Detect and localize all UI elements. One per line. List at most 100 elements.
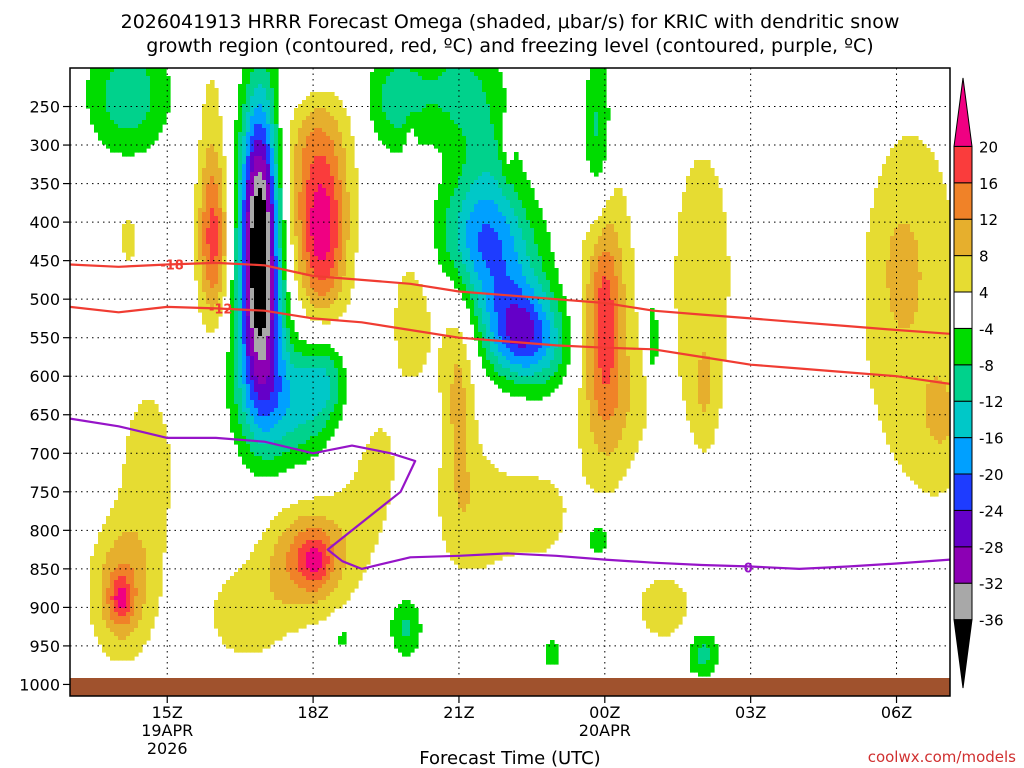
y-tick-label: 900	[29, 598, 60, 617]
omega-cell	[406, 116, 411, 133]
omega-cell	[694, 160, 699, 445]
omega-cell	[518, 228, 523, 265]
omega-cell	[414, 72, 419, 113]
omega-cell	[270, 176, 275, 205]
omega-cell	[526, 356, 531, 369]
omega-cell	[550, 252, 555, 293]
omega-cell	[306, 516, 311, 529]
omega-cell	[118, 488, 123, 537]
omega-cell	[430, 104, 435, 145]
omega-cell	[334, 200, 339, 249]
omega-cell	[614, 408, 619, 449]
omega-cell	[282, 604, 287, 637]
omega-cell	[146, 112, 151, 149]
colorbar-swatch	[953, 546, 973, 584]
omega-cell	[254, 124, 259, 141]
colorbar-swatch	[953, 327, 973, 366]
omega-cell	[446, 252, 451, 277]
omega-cell	[290, 524, 295, 545]
omega-cell	[326, 376, 331, 401]
omega-cell	[422, 108, 427, 145]
omega-cell	[266, 184, 271, 213]
omega-cell	[490, 276, 495, 333]
omega-cell	[118, 608, 123, 617]
omega-cell	[494, 68, 499, 141]
omega-cell	[594, 444, 599, 493]
omega-cell	[530, 188, 535, 229]
omega-cell	[302, 588, 307, 605]
omega-cell	[502, 344, 507, 357]
omega-cell	[130, 224, 135, 257]
omega-cell	[486, 172, 491, 201]
omega-cell	[274, 424, 279, 441]
omega-cell	[254, 196, 259, 329]
omega-cell	[250, 400, 255, 417]
omega-cell	[246, 408, 251, 425]
omega-cell	[506, 380, 511, 393]
x-tick-label: 06Z	[881, 703, 912, 722]
omega-cell	[914, 240, 919, 313]
omega-cell	[430, 68, 435, 81]
omega-cell	[166, 444, 171, 509]
omega-cell	[342, 368, 347, 405]
omega-cell	[250, 152, 255, 173]
omega-cell	[594, 528, 599, 553]
omega-cell	[322, 532, 327, 545]
omega-cell	[490, 352, 495, 365]
omega-cell	[506, 476, 511, 557]
omega-cell	[438, 108, 443, 153]
omega-cell	[314, 308, 319, 321]
omega-cell	[946, 436, 950, 489]
omega-cell	[454, 188, 459, 269]
omega-cell	[130, 68, 135, 129]
omega-cell	[706, 660, 711, 677]
omega-cell	[274, 516, 279, 545]
omega-cell	[546, 368, 551, 381]
omega-cell	[534, 364, 539, 373]
omega-cell	[258, 416, 263, 429]
omega-cell	[546, 644, 551, 665]
omega-cell	[106, 604, 111, 629]
omega-cell	[338, 356, 343, 421]
omega-cell	[294, 368, 299, 429]
omega-cell	[478, 252, 483, 281]
omega-cell	[450, 260, 455, 281]
omega-cell	[318, 344, 323, 357]
omega-cell	[294, 536, 299, 585]
omega-cell	[278, 188, 283, 249]
omega-cell	[322, 516, 327, 533]
x-tick-label: 2026	[147, 739, 188, 758]
omega-cell	[322, 544, 327, 577]
omega-cell	[890, 236, 895, 313]
omega-cell	[106, 68, 111, 81]
omega-cell	[466, 220, 471, 249]
omega-cell	[706, 636, 711, 649]
omega-cell	[310, 344, 315, 357]
omega-cell	[702, 644, 707, 665]
omega-cell	[298, 444, 303, 465]
omega-cell	[298, 424, 303, 445]
omega-cell	[278, 316, 283, 377]
omega-cell	[142, 604, 147, 645]
freezing-level-label: 0	[744, 561, 753, 576]
omega-cell	[478, 308, 483, 333]
omega-cell	[122, 68, 127, 129]
omega-cell	[514, 192, 519, 217]
colorbar-swatch	[953, 182, 973, 220]
colorbar-label: -28	[979, 539, 1004, 557]
omega-cell	[246, 316, 251, 357]
omega-cell	[926, 384, 931, 429]
omega-cell	[266, 212, 271, 337]
omega-cell	[326, 196, 331, 253]
omega-cell	[434, 200, 439, 249]
omega-cell	[242, 436, 247, 465]
omega-cell	[270, 460, 275, 477]
omega-cell	[710, 168, 715, 445]
omega-cell	[410, 112, 415, 129]
omega-cell	[518, 200, 523, 229]
omega-cell	[110, 596, 115, 601]
omega-cell	[590, 68, 595, 173]
omega-cell	[222, 156, 227, 213]
omega-cell	[322, 156, 327, 189]
omega-cell	[470, 300, 475, 325]
